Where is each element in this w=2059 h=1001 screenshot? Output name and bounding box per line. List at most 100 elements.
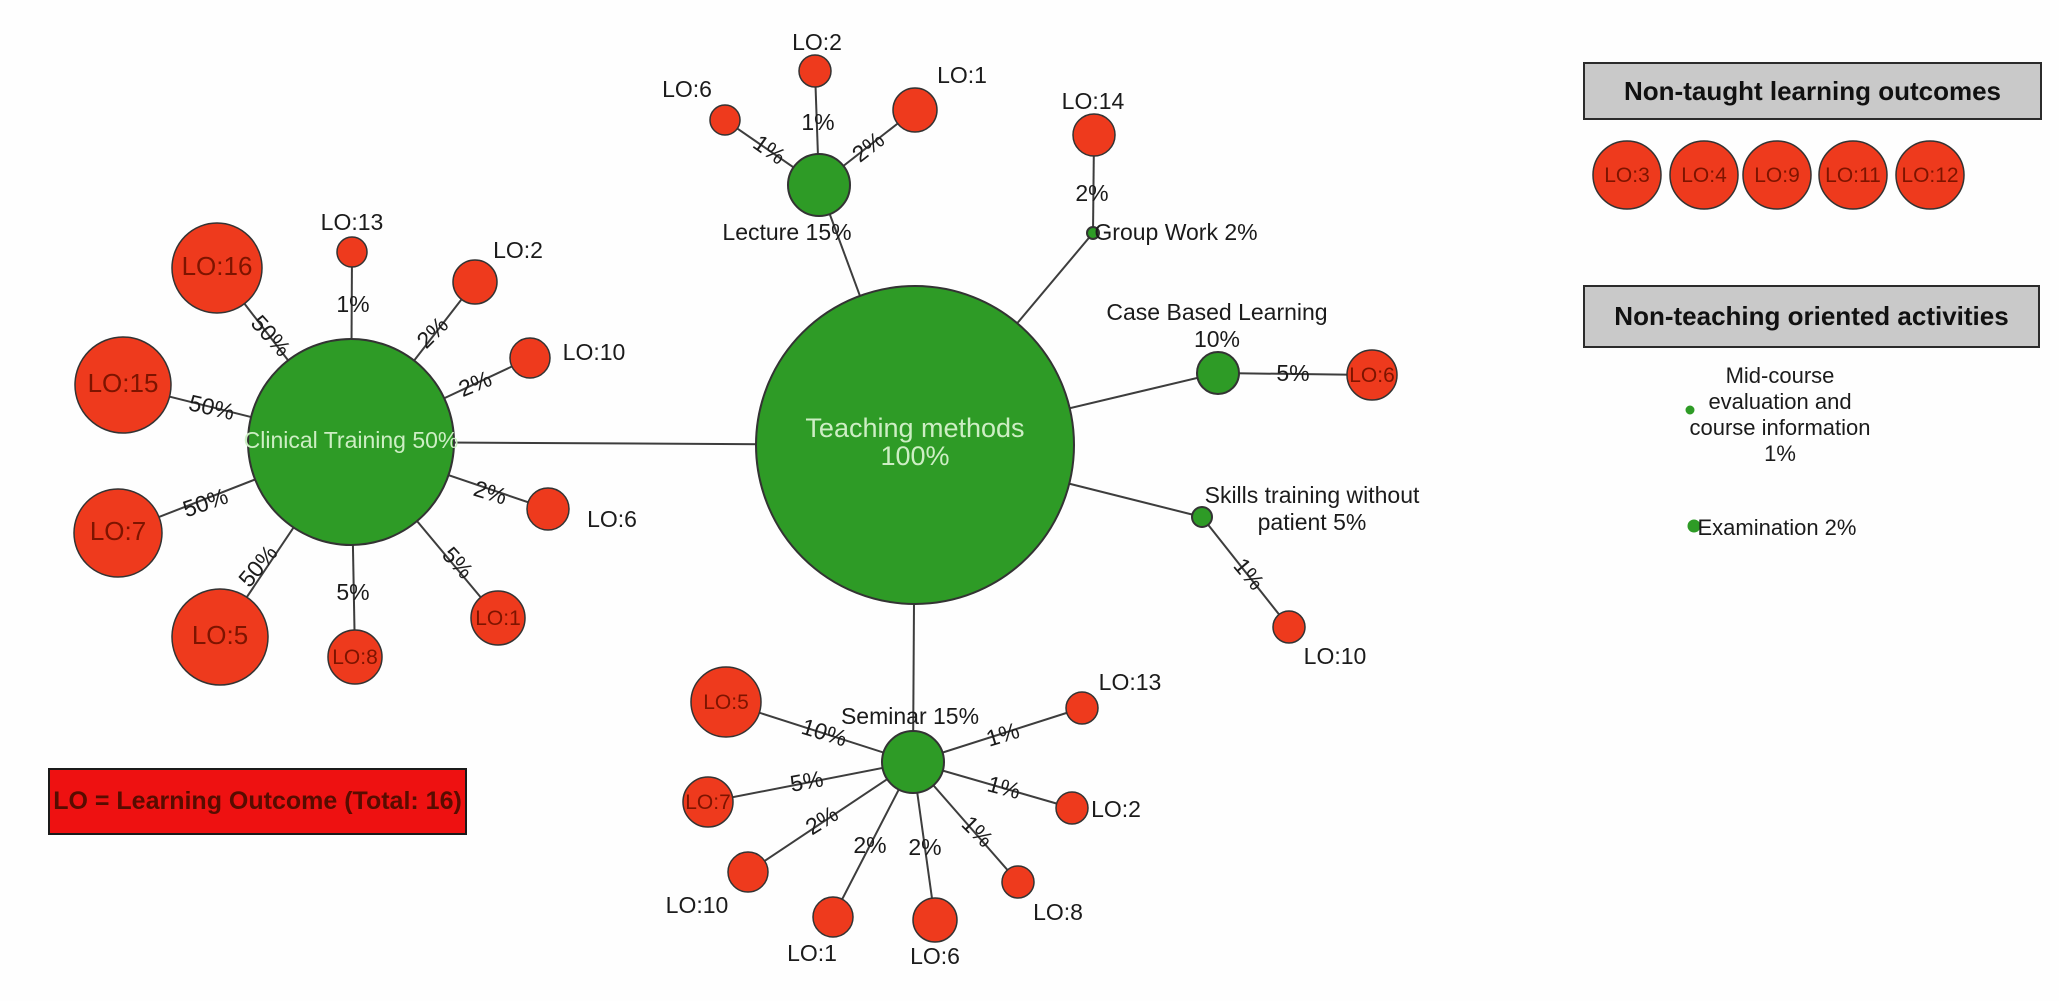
node-label-teaching: Teaching methods bbox=[805, 413, 1024, 443]
lo-inner-label-lo-5: LO:5 bbox=[192, 620, 248, 650]
node-label-skills: Skills training without bbox=[1205, 482, 1420, 508]
lo-label-lo-10: LO:10 bbox=[1304, 643, 1367, 669]
percent-label-clinical-lo-16: 50% bbox=[246, 310, 296, 362]
lo-node-seminar-lo-10 bbox=[727, 851, 769, 893]
lo-node-clinical-lo-1 bbox=[470, 590, 526, 646]
lo-label-lo-1: LO:1 bbox=[787, 940, 837, 966]
lo-inner-label-lo-8: LO:8 bbox=[332, 646, 378, 669]
node-label-skills: patient 5% bbox=[1258, 509, 1367, 535]
lo-node-clinical-lo-8 bbox=[327, 629, 383, 685]
edge-skills-lo-10 bbox=[1201, 516, 1290, 628]
lo-node-lecture-lo-2 bbox=[798, 54, 832, 88]
lo-label-lo-13: LO:13 bbox=[1099, 669, 1162, 695]
activity-label-0: Mid-course bbox=[1726, 363, 1835, 388]
non-taught-node-lo-9 bbox=[1742, 140, 1812, 210]
percent-label-seminar-lo-13: 1% bbox=[983, 717, 1022, 752]
non-taught-label-lo-12: LO:12 bbox=[1901, 164, 1958, 187]
activity-dot-1 bbox=[1687, 519, 1701, 533]
lo-label-lo-10: LO:10 bbox=[666, 892, 729, 918]
lo-inner-label-lo-1: LO:1 bbox=[475, 607, 521, 630]
node-teaching bbox=[755, 285, 1075, 605]
node-label-casebased: Case Based Learning bbox=[1106, 299, 1327, 325]
percent-label-seminar-lo-1: 2% bbox=[853, 832, 886, 858]
lo-node-clinical-lo-16 bbox=[171, 222, 263, 314]
non-taught-label-lo-9: LO:9 bbox=[1754, 164, 1800, 187]
lo-node-clinical-lo-5 bbox=[171, 588, 269, 686]
lo-label-lo-14: LO:14 bbox=[1062, 88, 1125, 114]
lo-node-seminar-lo-1 bbox=[812, 896, 854, 938]
lo-label-lo-1: LO:1 bbox=[937, 62, 987, 88]
lo-inner-label-lo-7: LO:7 bbox=[685, 791, 731, 814]
lo-node-clinical-lo-2 bbox=[452, 259, 498, 305]
lo-inner-label-lo-7: LO:7 bbox=[90, 516, 146, 546]
lo-node-clinical-lo-6 bbox=[526, 487, 570, 531]
lo-label-lo-6: LO:6 bbox=[587, 506, 637, 532]
percent-label-groupwork-lo-14: 2% bbox=[1075, 180, 1108, 206]
non-taught-label-lo-3: LO:3 bbox=[1604, 164, 1650, 187]
node-label-seminar: Seminar 15% bbox=[841, 703, 979, 729]
lo-node-lecture-lo-6 bbox=[709, 104, 741, 136]
legend-box: LO = Learning Outcome (Total: 16) bbox=[48, 768, 467, 835]
edge-seminar-lo-10 bbox=[747, 761, 914, 873]
node-label-casebased: 10% bbox=[1194, 326, 1240, 352]
percent-label-clinical-lo-7: 50% bbox=[179, 483, 231, 523]
non-taught-node-lo-4 bbox=[1669, 140, 1739, 210]
percent-label-lecture-lo-2: 1% bbox=[801, 109, 834, 135]
node-casebased bbox=[1196, 351, 1240, 395]
percent-label-clinical-lo-1: 5% bbox=[437, 542, 479, 584]
lo-node-clinical-lo-7 bbox=[73, 488, 163, 578]
activity-label-0: 1% bbox=[1764, 441, 1796, 466]
lo-label-lo-2: LO:2 bbox=[792, 29, 842, 55]
node-lecture bbox=[787, 153, 851, 217]
lo-node-casebased-lo-6 bbox=[1346, 349, 1398, 401]
activity-label-0: course information bbox=[1690, 415, 1871, 440]
lo-node-clinical-lo-15 bbox=[74, 336, 172, 434]
lo-inner-label-lo-16: LO:16 bbox=[182, 251, 253, 281]
lo-node-skills-lo-10 bbox=[1272, 610, 1306, 644]
lo-node-seminar-lo-2 bbox=[1055, 791, 1089, 825]
non-taught-node-lo-12 bbox=[1895, 140, 1965, 210]
non-taught-learning-outcomes-header: Non-taught learning outcomes bbox=[1583, 62, 2042, 120]
lo-label-lo-10: LO:10 bbox=[563, 339, 626, 365]
node-label-groupwork: Group Work 2% bbox=[1094, 219, 1257, 245]
non-teaching-oriented-activities-header: Non-teaching oriented activities bbox=[1583, 285, 2040, 348]
percent-label-clinical-lo-8: 5% bbox=[336, 579, 369, 605]
percent-label-seminar-lo-10: 2% bbox=[801, 800, 843, 840]
percent-label-seminar-lo-6: 2% bbox=[908, 834, 941, 860]
non-taught-node-lo-3 bbox=[1592, 140, 1662, 210]
lo-node-seminar-lo-8 bbox=[1001, 865, 1035, 899]
percent-label-clinical-lo-10: 2% bbox=[455, 365, 496, 402]
lo-node-clinical-lo-10 bbox=[509, 337, 551, 379]
non-taught-label-lo-11: LO:11 bbox=[1825, 164, 1881, 187]
lo-label-lo-2: LO:2 bbox=[493, 237, 543, 263]
percent-label-casebased-lo-6: 5% bbox=[1276, 360, 1309, 386]
lo-label-lo-2: LO:2 bbox=[1091, 796, 1141, 822]
activity-dot-0 bbox=[1685, 405, 1695, 415]
lo-inner-label-lo-5: LO:5 bbox=[703, 691, 749, 714]
lo-inner-label-lo-6: LO:6 bbox=[1349, 364, 1395, 387]
lo-node-clinical-lo-13 bbox=[336, 236, 368, 268]
activity-label-0: evaluation and bbox=[1708, 389, 1851, 414]
lo-label-lo-6: LO:6 bbox=[662, 76, 712, 102]
lo-node-seminar-lo-6 bbox=[912, 897, 958, 943]
non-taught-label-lo-4: LO:4 bbox=[1681, 164, 1727, 187]
percent-label-seminar-lo-8: 1% bbox=[957, 810, 999, 852]
node-seminar bbox=[881, 730, 945, 794]
lo-node-seminar-lo-7 bbox=[682, 776, 734, 828]
lo-node-seminar-lo-13 bbox=[1065, 691, 1099, 725]
node-label-teaching: 100% bbox=[880, 441, 949, 471]
percent-label-lecture-lo-6: 1% bbox=[749, 129, 791, 169]
lo-label-lo-6: LO:6 bbox=[910, 943, 960, 969]
percent-label-clinical-lo-15: 50% bbox=[186, 389, 237, 425]
lo-node-lecture-lo-1 bbox=[892, 87, 938, 133]
lo-inner-label-lo-15: LO:15 bbox=[88, 368, 159, 398]
node-skills bbox=[1191, 506, 1213, 528]
percent-label-seminar-lo-7: 5% bbox=[788, 765, 825, 796]
node-clinical bbox=[247, 338, 455, 546]
lo-label-lo-8: LO:8 bbox=[1033, 899, 1083, 925]
node-label-lecture: Lecture 15% bbox=[722, 219, 851, 245]
lo-node-groupwork-lo-14 bbox=[1072, 113, 1116, 157]
percent-label-lecture-lo-1: 2% bbox=[847, 126, 889, 167]
